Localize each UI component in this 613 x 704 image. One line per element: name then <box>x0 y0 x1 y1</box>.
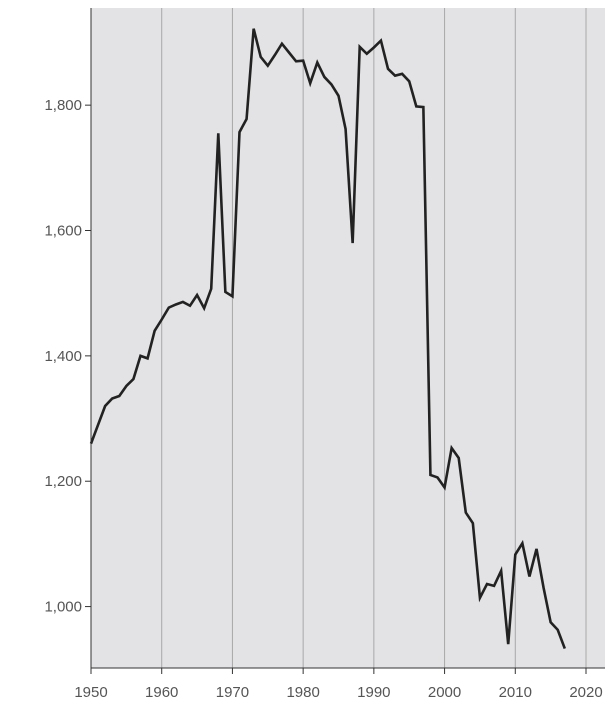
x-tick-label: 1970 <box>216 684 249 701</box>
x-tick-label: 1980 <box>286 684 319 701</box>
y-tick-labels: 1,000 1,200 1,400 1,600 1,800 <box>44 97 91 616</box>
y-tick-label: 1,600 <box>44 223 82 240</box>
x-tick-label: 1960 <box>145 684 178 701</box>
x-tick-label: 2020 <box>569 684 602 701</box>
y-tick-label: 1,200 <box>44 473 82 490</box>
x-tick-labels: 1950 1960 1970 1980 1990 2000 2010 2020 <box>74 668 603 701</box>
x-tick-label: 1950 <box>74 684 107 701</box>
y-tick-label: 1,000 <box>44 599 82 616</box>
data-line <box>89 28 567 650</box>
y-tick-label: 1,400 <box>44 348 82 365</box>
plot-background <box>91 8 605 668</box>
y-tick-label: 1,800 <box>44 97 82 114</box>
x-tick-label: 2000 <box>428 684 461 701</box>
x-tick-label: 2010 <box>499 684 532 701</box>
x-tick-label: 1990 <box>357 684 390 701</box>
